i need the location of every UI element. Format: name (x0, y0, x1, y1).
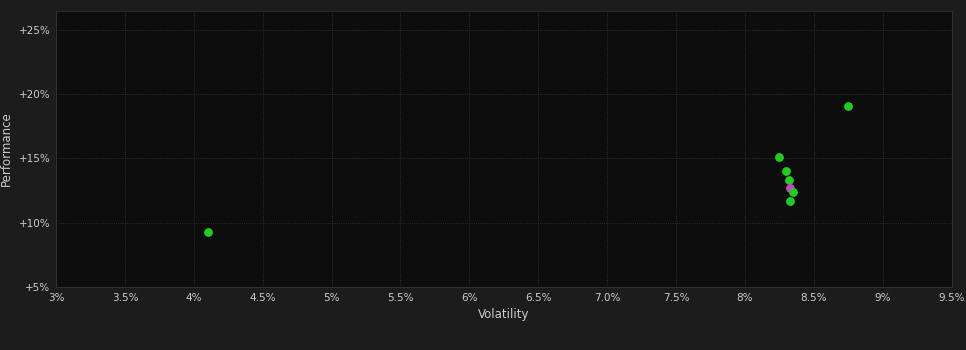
Point (772, 154, 787, 160)
Y-axis label: Performance: Performance (0, 111, 14, 186)
Point (781, 177, 797, 183)
Point (782, 185, 798, 191)
Point (840, 103, 856, 108)
Point (779, 168, 794, 174)
Point (785, 189, 801, 195)
Point (200, 229, 215, 234)
X-axis label: Volatility: Volatility (478, 308, 529, 321)
Point (782, 198, 798, 204)
